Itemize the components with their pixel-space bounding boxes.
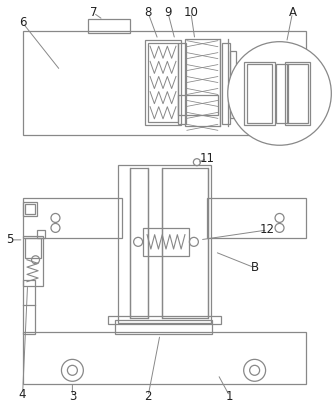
Bar — [108, 316, 221, 323]
Bar — [178, 95, 218, 115]
Text: 4: 4 — [19, 388, 26, 401]
Text: 8: 8 — [144, 6, 152, 19]
Bar — [286, 64, 309, 123]
Text: 7: 7 — [89, 6, 97, 19]
Text: 10: 10 — [184, 6, 198, 19]
Bar — [143, 228, 189, 256]
Bar — [115, 319, 212, 335]
Bar — [222, 43, 230, 125]
Bar — [178, 43, 186, 125]
Bar — [244, 62, 275, 125]
Bar — [276, 64, 287, 123]
Circle shape — [228, 42, 331, 145]
Bar — [24, 238, 41, 258]
Bar — [145, 40, 181, 125]
Bar — [130, 168, 148, 318]
Text: 5: 5 — [6, 233, 13, 246]
Bar — [22, 31, 307, 135]
Text: 3: 3 — [69, 390, 76, 403]
Bar — [22, 198, 122, 238]
Bar — [284, 62, 311, 125]
Text: 1: 1 — [226, 390, 233, 403]
Bar — [37, 230, 45, 238]
Bar — [162, 168, 208, 318]
Bar — [22, 236, 43, 286]
Text: B: B — [251, 261, 259, 274]
Bar — [118, 165, 211, 323]
Text: 9: 9 — [164, 6, 172, 19]
Bar — [207, 198, 307, 238]
Bar — [247, 64, 272, 123]
Bar — [230, 51, 236, 118]
Bar — [88, 19, 130, 33]
Bar — [185, 39, 220, 126]
Bar — [22, 202, 37, 216]
Bar — [22, 332, 307, 384]
Bar — [148, 43, 178, 122]
Text: A: A — [288, 6, 296, 19]
Text: 6: 6 — [19, 16, 26, 29]
Text: 2: 2 — [144, 390, 152, 403]
Text: 12: 12 — [260, 224, 275, 236]
Text: 11: 11 — [199, 152, 214, 165]
Bar — [24, 204, 35, 214]
Bar — [22, 280, 35, 335]
